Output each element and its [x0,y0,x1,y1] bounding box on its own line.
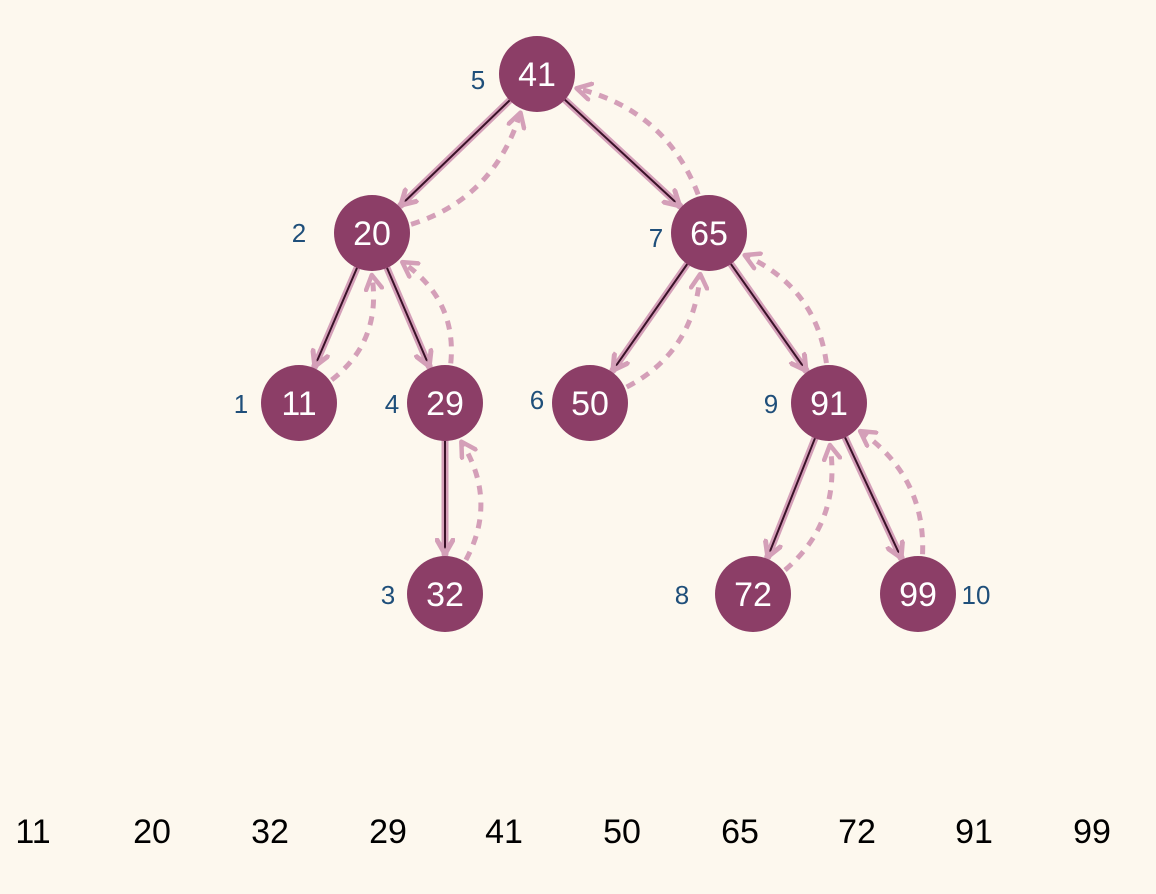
node-circle [499,36,575,112]
sequence-value: 41 [485,813,523,851]
node-value-label: 11 [281,385,316,423]
node-circle [552,365,628,441]
tree-edge-n91-n72 [768,434,819,561]
sequence-value: 29 [369,813,407,851]
node-value-label: 20 [353,215,391,253]
sequence-value: 91 [955,813,993,851]
tree-edge-n41-n20 [397,96,514,209]
return-arrow-n50-n65 [625,274,701,390]
sequence-value: 72 [838,813,876,851]
return-arrow-n29-n20 [402,262,454,364]
node-value-label: 29 [426,385,464,423]
inorder-sequence: 11 20 32 29 41 50 65 72 91 99 [15,813,1111,851]
return-arrow-n65-n41 [577,88,701,196]
node-circle [407,556,483,632]
node-order-label: 4 [385,389,399,419]
sequence-value: 20 [133,813,171,851]
tree-node-91: 91 9 [764,365,867,441]
node-value-label: 65 [690,215,728,253]
return-arrow-n11-n20 [330,275,374,382]
tree-edge-n65-n91 [727,260,810,374]
node-circle [334,195,410,271]
node-value-label: 50 [571,385,609,423]
tree-edge-n20-n11 [315,264,361,370]
node-order-label: 1 [234,389,248,419]
node-order-label: 7 [649,223,663,253]
node-order-label: 5 [471,65,485,95]
tree-node-32: 32 3 [381,556,483,632]
tree-node-72: 72 8 [675,556,791,632]
sequence-value: 11 [15,813,50,851]
tree-edge-n65-n50 [609,260,691,374]
node-value-label: 41 [518,56,556,94]
tree-node-99: 99 10 [880,556,990,632]
node-circle [261,365,337,441]
tree-node-41: 41 5 [471,36,575,112]
return-arrow-n72-n91 [783,445,832,572]
node-circle [671,195,747,271]
sequence-value: 50 [603,813,641,851]
node-order-label: 2 [292,218,306,248]
return-arrow-n99-n91 [860,431,926,555]
node-order-label: 3 [381,580,395,610]
node-order-label: 8 [675,580,689,610]
return-arrow-n32-n29 [461,442,484,562]
node-value-label: 99 [899,576,937,614]
sequence-value: 32 [251,813,289,851]
return-arrows [330,88,926,572]
sequence-value: 99 [1073,813,1111,851]
node-order-label: 9 [764,389,778,419]
sequence-value: 65 [721,813,759,851]
return-arrow-n20-n41 [410,113,520,227]
tree-edges [315,96,901,562]
return-arrow-n91-n65 [745,255,829,364]
tree-edge-n91-n99 [841,433,901,562]
tree-node-11: 111 [234,365,337,441]
node-order-label: 10 [962,580,991,610]
tree-node-29: 29 4 [385,365,483,441]
tree-node-50: 50 6 [530,365,628,441]
node-value-label: 91 [810,385,848,423]
tree-edge-n41-n65 [561,96,684,210]
node-value-label: 72 [734,576,772,614]
node-circle [880,556,956,632]
node-circle [407,365,483,441]
node-value-label: 32 [426,576,464,614]
node-circle [715,556,791,632]
node-circle [791,365,867,441]
node-order-label: 6 [530,385,544,415]
tree-node-20: 20 2 [292,195,410,271]
tree-node-65: 65 7 [649,195,747,271]
tree-edge-n20-n29 [383,264,429,370]
